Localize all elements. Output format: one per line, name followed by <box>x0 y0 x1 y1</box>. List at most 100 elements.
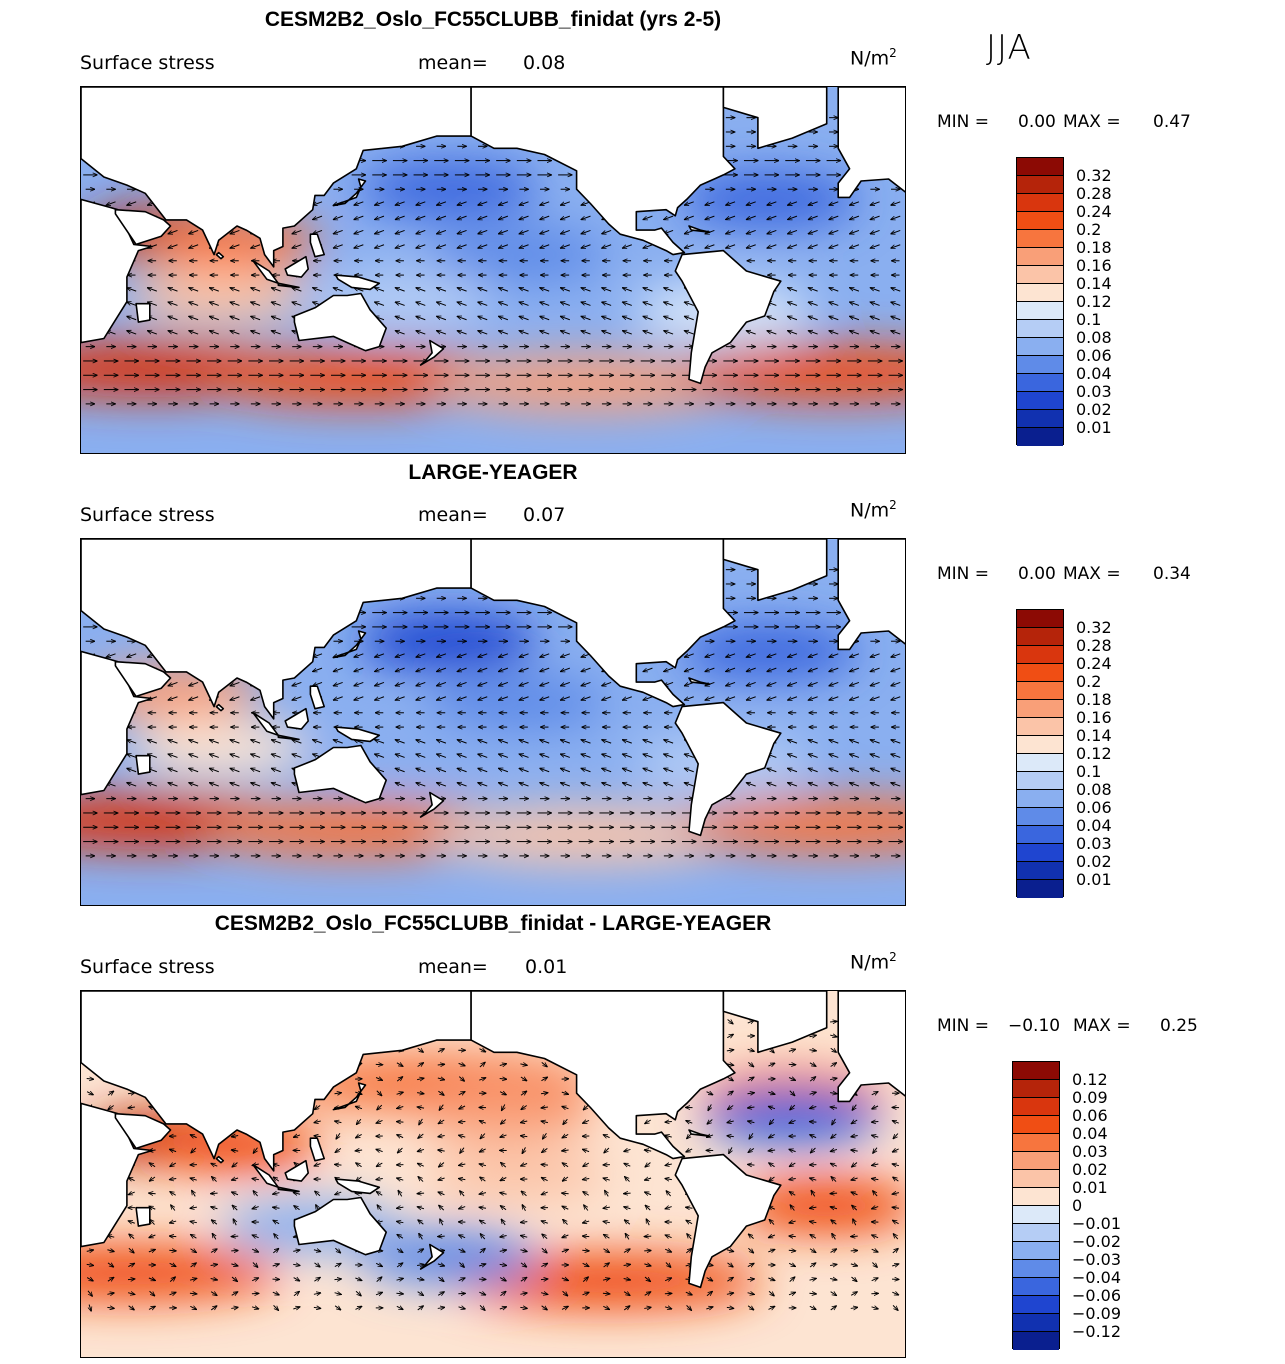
stress-vector <box>726 229 736 233</box>
land-mass <box>837 991 905 1103</box>
colorbar-swatch <box>1017 862 1063 880</box>
stress-vector <box>168 696 178 700</box>
stress-vector <box>767 681 777 685</box>
stress-vector <box>870 331 880 335</box>
stress-vector <box>684 302 694 306</box>
land-mass <box>837 539 905 651</box>
stress-vector <box>664 302 674 306</box>
stress-vector <box>602 316 612 321</box>
stress-vector <box>457 754 467 758</box>
colorbar-tick-label: 0.02 <box>1072 1160 1108 1179</box>
panel-2-units-exp: 2 <box>889 498 897 512</box>
stress-vector <box>767 316 777 321</box>
panel-1-variable: Surface stress <box>80 52 215 74</box>
stress-vector <box>808 316 818 321</box>
colorbar-swatch <box>1017 356 1063 374</box>
land-mass <box>688 225 711 233</box>
stress-vector <box>478 754 488 758</box>
stress-vector <box>788 244 798 248</box>
stress-vector <box>292 288 302 292</box>
stress-vector <box>478 653 488 657</box>
stress-vector <box>313 667 323 671</box>
stress-vector <box>870 244 880 248</box>
stress-vector <box>602 696 612 700</box>
stress-vector <box>127 316 137 321</box>
colorbar-swatch <box>1013 1116 1059 1134</box>
stress-vector <box>643 754 653 758</box>
stress-vector <box>354 681 364 685</box>
stress-vector <box>333 288 343 292</box>
stress-vector <box>829 302 839 306</box>
stress-vector <box>189 288 199 292</box>
stress-vector <box>602 244 612 248</box>
stress-vector <box>395 331 405 335</box>
panel-1-title: CESM2B2_Oslo_FC55CLUBB_finidat (yrs 2-5) <box>264 8 722 31</box>
stress-vector <box>292 229 302 233</box>
colorbar-swatch <box>1017 248 1063 266</box>
stress-vector <box>189 681 199 685</box>
colorbar-tick-label: 0.16 <box>1076 256 1112 275</box>
map-canvas <box>81 87 905 453</box>
stress-vector <box>560 316 570 321</box>
stress-vector <box>251 302 261 306</box>
stress-vector <box>230 331 240 335</box>
stress-vector <box>189 244 199 248</box>
stress-vector <box>829 754 839 758</box>
stress-vector <box>891 740 901 744</box>
stress-vector <box>705 244 715 248</box>
stress-vector <box>622 768 632 773</box>
colorbar-tick-label: 0.16 <box>1076 708 1112 727</box>
stress-vector <box>457 244 467 248</box>
land-mass <box>419 339 445 366</box>
stress-vector <box>581 768 591 773</box>
colorbar-tick-label: 0.24 <box>1076 202 1112 221</box>
stress-vector <box>891 696 901 700</box>
panel-2-min-label: MIN = <box>937 564 990 584</box>
stress-vector <box>498 331 509 335</box>
stress-vector <box>664 331 674 335</box>
stress-vector <box>602 302 612 306</box>
colorbar-swatch <box>1017 320 1063 338</box>
stress-vector <box>850 316 860 321</box>
colorbar-swatch <box>1013 1062 1059 1080</box>
stress-region <box>358 161 539 218</box>
stress-vector <box>684 215 694 219</box>
stress-region <box>682 797 905 854</box>
stress-vector <box>437 215 447 219</box>
stress-vector <box>127 754 137 758</box>
land-mass <box>135 1206 151 1227</box>
stress-vector <box>767 653 777 657</box>
stress-vector <box>562 1193 569 1194</box>
stress-vector <box>209 768 219 773</box>
stress-vector <box>519 696 529 700</box>
stress-vector <box>437 681 447 685</box>
stress-vector <box>498 740 509 744</box>
stress-vector <box>251 754 261 758</box>
colorbar-tick-label: 0.14 <box>1076 274 1112 293</box>
stress-vector <box>498 316 509 321</box>
stress-vector <box>333 229 343 233</box>
stress-vector <box>726 667 736 671</box>
stress-vector <box>127 302 137 306</box>
stress-vector <box>333 696 343 700</box>
stress-vector <box>808 681 818 685</box>
colorbar-tick-label: 0.02 <box>1076 852 1112 871</box>
stress-vector <box>333 681 343 685</box>
stress-vector <box>251 331 261 335</box>
stress-vector <box>788 302 798 306</box>
colorbar-swatch <box>1013 1278 1059 1296</box>
colorbar-swatch <box>1017 826 1063 844</box>
colorbar-tick-label: 0.18 <box>1076 238 1112 257</box>
stress-vector <box>168 740 178 744</box>
stress-vector <box>333 244 343 248</box>
stress-vector <box>251 768 261 773</box>
stress-region <box>426 1147 607 1203</box>
stress-vector <box>189 331 199 335</box>
stress-vector <box>457 331 467 335</box>
land-mass <box>284 255 309 278</box>
stress-vector <box>395 653 405 657</box>
stress-vector <box>643 215 653 219</box>
stress-vector <box>498 201 509 205</box>
stress-vector <box>829 288 839 292</box>
stress-vector <box>829 316 839 321</box>
